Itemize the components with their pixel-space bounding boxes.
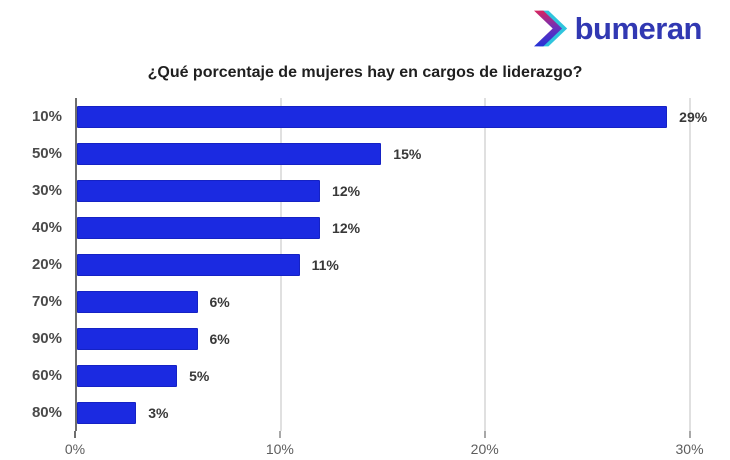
bumeran-logo: bumeran: [533, 9, 703, 47]
bar-row: 20% 11%: [0, 246, 710, 283]
value-label: 5%: [189, 367, 210, 384]
gridline-30%: [688, 98, 691, 431]
bar-rows: 10% 29% 50% 15% 30% 12% 40% 12% 20% 11% 70% 6% 90% 6%…: [0, 98, 710, 431]
category-label: 40%: [31, 219, 62, 236]
bar: [77, 401, 137, 424]
x-axis-ticks: [74, 431, 710, 438]
bar-row: 30% 12%: [0, 172, 710, 209]
bar-track: 12%: [75, 179, 710, 202]
bar: [77, 364, 178, 387]
category-label: 50%: [31, 145, 62, 162]
bar-track: 3%: [75, 401, 710, 424]
category-label: 90%: [31, 330, 62, 347]
bar-track: 6%: [75, 290, 710, 313]
x-axis-label-10%: 10%: [265, 441, 294, 457]
value-label: 15%: [393, 145, 422, 162]
gridline-20%: [484, 98, 487, 431]
category-label: 60%: [31, 367, 62, 384]
tick-mark-10%: [278, 431, 281, 438]
value-label: 6%: [209, 293, 230, 310]
bar-row: 60% 5%: [0, 357, 710, 394]
x-axis-label-20%: 20%: [470, 441, 499, 457]
bar: [77, 290, 198, 313]
value-label: 6%: [209, 330, 230, 347]
tick-mark-20%: [483, 431, 486, 438]
category-label: 30%: [31, 182, 62, 199]
value-label: 12%: [332, 182, 361, 199]
category-label: 80%: [31, 404, 62, 421]
bar-track: 12%: [75, 216, 710, 239]
tick-mark-0%: [74, 431, 76, 438]
bar-row: 90% 6%: [0, 320, 710, 357]
bar: [77, 253, 300, 276]
bar-track: 6%: [75, 327, 710, 350]
bar-track: 15%: [75, 142, 710, 165]
value-label: 12%: [332, 219, 361, 236]
category-label: 10%: [31, 108, 62, 125]
chart-title: ¿Qué porcentaje de mujeres hay en cargos…: [147, 64, 583, 81]
bar-row: 10% 29%: [0, 98, 710, 135]
x-axis-labels: 0% 10% 20% 30%: [65, 438, 710, 460]
bar-row: 50% 15%: [0, 135, 710, 172]
category-label: 20%: [31, 256, 62, 273]
x-axis-label-0%: 0%: [64, 441, 86, 457]
value-label: 3%: [148, 404, 169, 421]
bar: [77, 105, 668, 128]
bar: [77, 327, 198, 350]
bumeran-wordmark: bumeran: [574, 10, 703, 46]
value-label: 29%: [679, 108, 708, 125]
bumeran-chevron-icon: [533, 10, 567, 46]
tick-mark-30%: [688, 431, 691, 438]
bar-chart: 10% 29% 50% 15% 30% 12% 40% 12% 20% 11% 70% 6% 90% 6%…: [0, 98, 710, 460]
bar-track: 29%: [75, 105, 710, 128]
bar: [77, 216, 321, 239]
bar-row: 40% 12%: [0, 209, 710, 246]
value-label: 11%: [311, 256, 339, 273]
category-label: 70%: [31, 293, 62, 310]
bar: [77, 179, 321, 202]
bar-track: 11%: [75, 253, 710, 276]
bar-row: 70% 6%: [0, 283, 710, 320]
bar-row: 80% 3%: [0, 394, 710, 431]
x-axis-label-30%: 30%: [675, 441, 704, 457]
bar: [77, 142, 382, 165]
bar-track: 5%: [75, 364, 710, 387]
